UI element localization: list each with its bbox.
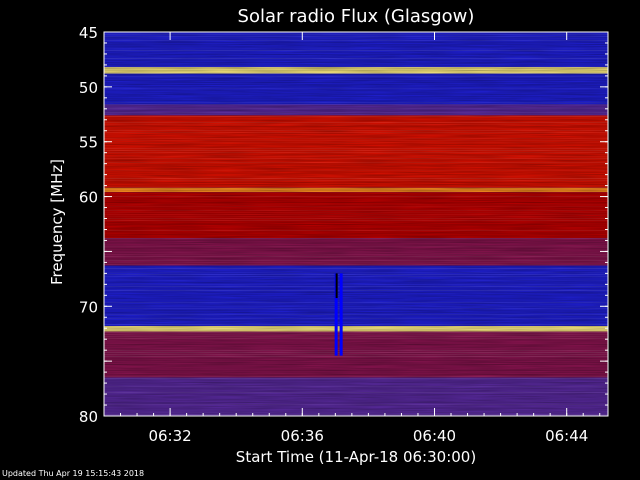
x-tick-label: 06:44: [545, 427, 588, 445]
plot-area: [103, 31, 609, 417]
noise-overlay: [104, 32, 608, 416]
y-tick-label: 55: [79, 134, 98, 152]
y-axis-label: Frequency [MHz]: [48, 159, 66, 285]
y-axis: 45 50 55 60 70 80: [79, 24, 608, 426]
y-tick-label: 60: [79, 189, 98, 207]
event-0-right: [339, 273, 343, 356]
event-0-left: [334, 273, 338, 356]
plot-frame: [103, 31, 609, 417]
x-tick-label: 06:32: [148, 427, 191, 445]
x-axis: 06:32 06:36 06:40 06:44: [103, 32, 601, 445]
event-0-core: [335, 273, 338, 299]
y-tick-label: 50: [79, 79, 98, 97]
updated-timestamp: Updated Thu Apr 19 15:15:43 2018: [2, 469, 145, 478]
y-tick-label: 80: [79, 408, 98, 426]
chart-title: Solar radio Flux (Glasgow): [238, 6, 475, 27]
y-tick-label: 70: [79, 298, 98, 316]
x-tick-label: 06:36: [281, 427, 324, 445]
y-tick-label: 45: [79, 24, 98, 42]
x-axis-label: Start Time (11-Apr-18 06:30:00): [236, 448, 476, 466]
x-tick-label: 06:40: [413, 427, 456, 445]
